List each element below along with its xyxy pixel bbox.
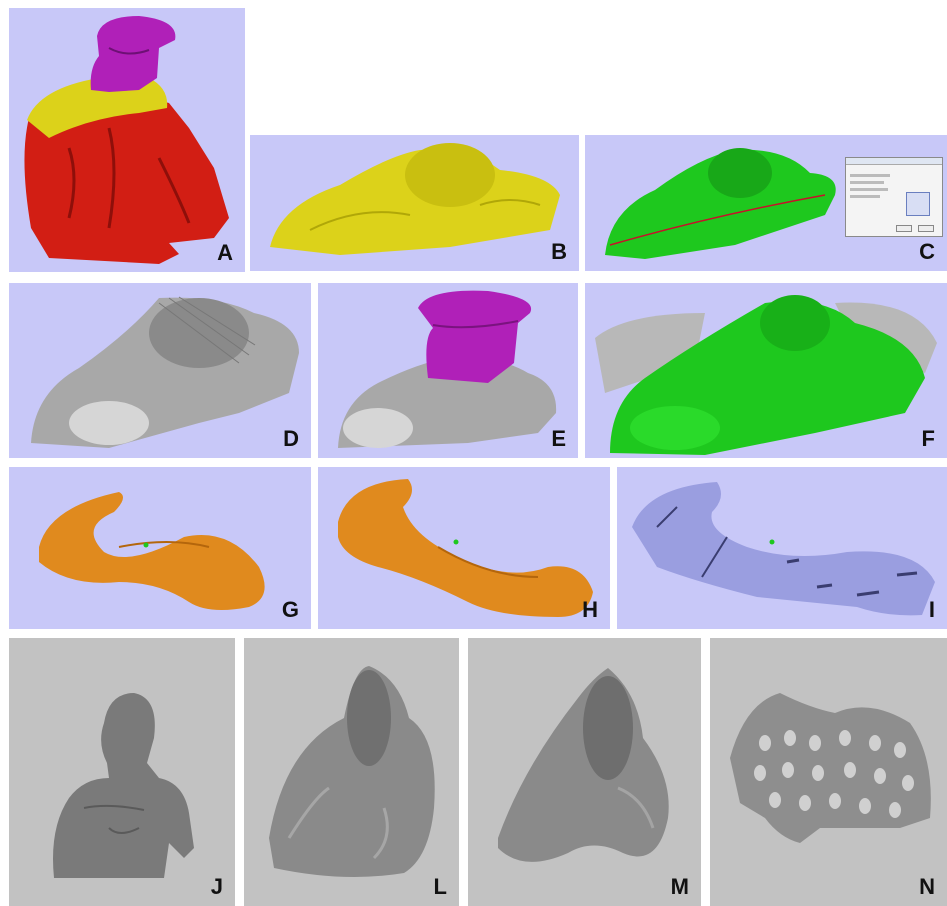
orange-brace-h-image bbox=[338, 479, 593, 617]
panel-label-i: I bbox=[928, 597, 935, 622]
panel-h: H bbox=[318, 467, 610, 629]
panel-label-m: M bbox=[670, 874, 689, 899]
panel-label-l: L bbox=[433, 874, 447, 899]
panel-m: M bbox=[468, 638, 701, 906]
green-shell-image bbox=[605, 148, 836, 259]
panel-a: A bbox=[9, 8, 245, 272]
perforated-brace-image bbox=[632, 482, 935, 616]
gray-shell-image bbox=[31, 296, 299, 448]
green-shell-with-caps-image bbox=[595, 295, 937, 455]
body-scan-image bbox=[53, 693, 194, 878]
panel-label-d: D bbox=[283, 426, 299, 451]
panel-d: D bbox=[9, 283, 311, 458]
yellow-shell-image bbox=[270, 143, 560, 255]
panel-i: I bbox=[617, 467, 947, 629]
panel-label-n: N bbox=[919, 874, 935, 899]
panel-label-e: E bbox=[551, 426, 566, 451]
panel-label-g: G bbox=[281, 597, 299, 622]
shell-model-l-image bbox=[269, 666, 435, 877]
panel-n: N bbox=[710, 638, 947, 906]
panel-b: B bbox=[250, 135, 579, 271]
shell-model-m-image bbox=[498, 668, 669, 862]
panel-label-h: H bbox=[582, 597, 598, 622]
panel-j: J bbox=[9, 638, 235, 906]
panel-f: F bbox=[585, 283, 947, 458]
panel-label-b: B bbox=[551, 239, 567, 264]
panel-l: L bbox=[244, 638, 459, 906]
panel-c: C bbox=[585, 135, 947, 271]
perforated-shell-model-image bbox=[730, 693, 931, 843]
torso-segmentation-image bbox=[24, 16, 230, 264]
settings-dialog-thumbnail bbox=[845, 157, 943, 237]
orange-brace-g-image bbox=[39, 492, 265, 611]
panel-label-j: J bbox=[210, 874, 223, 899]
panel-g: G bbox=[9, 467, 311, 629]
panel-label-c: C bbox=[919, 239, 935, 264]
panel-label-f: F bbox=[921, 426, 935, 451]
panel-label-a: A bbox=[217, 240, 233, 265]
panel-e: E bbox=[318, 283, 578, 458]
gray-shell-with-head-image bbox=[338, 290, 557, 448]
